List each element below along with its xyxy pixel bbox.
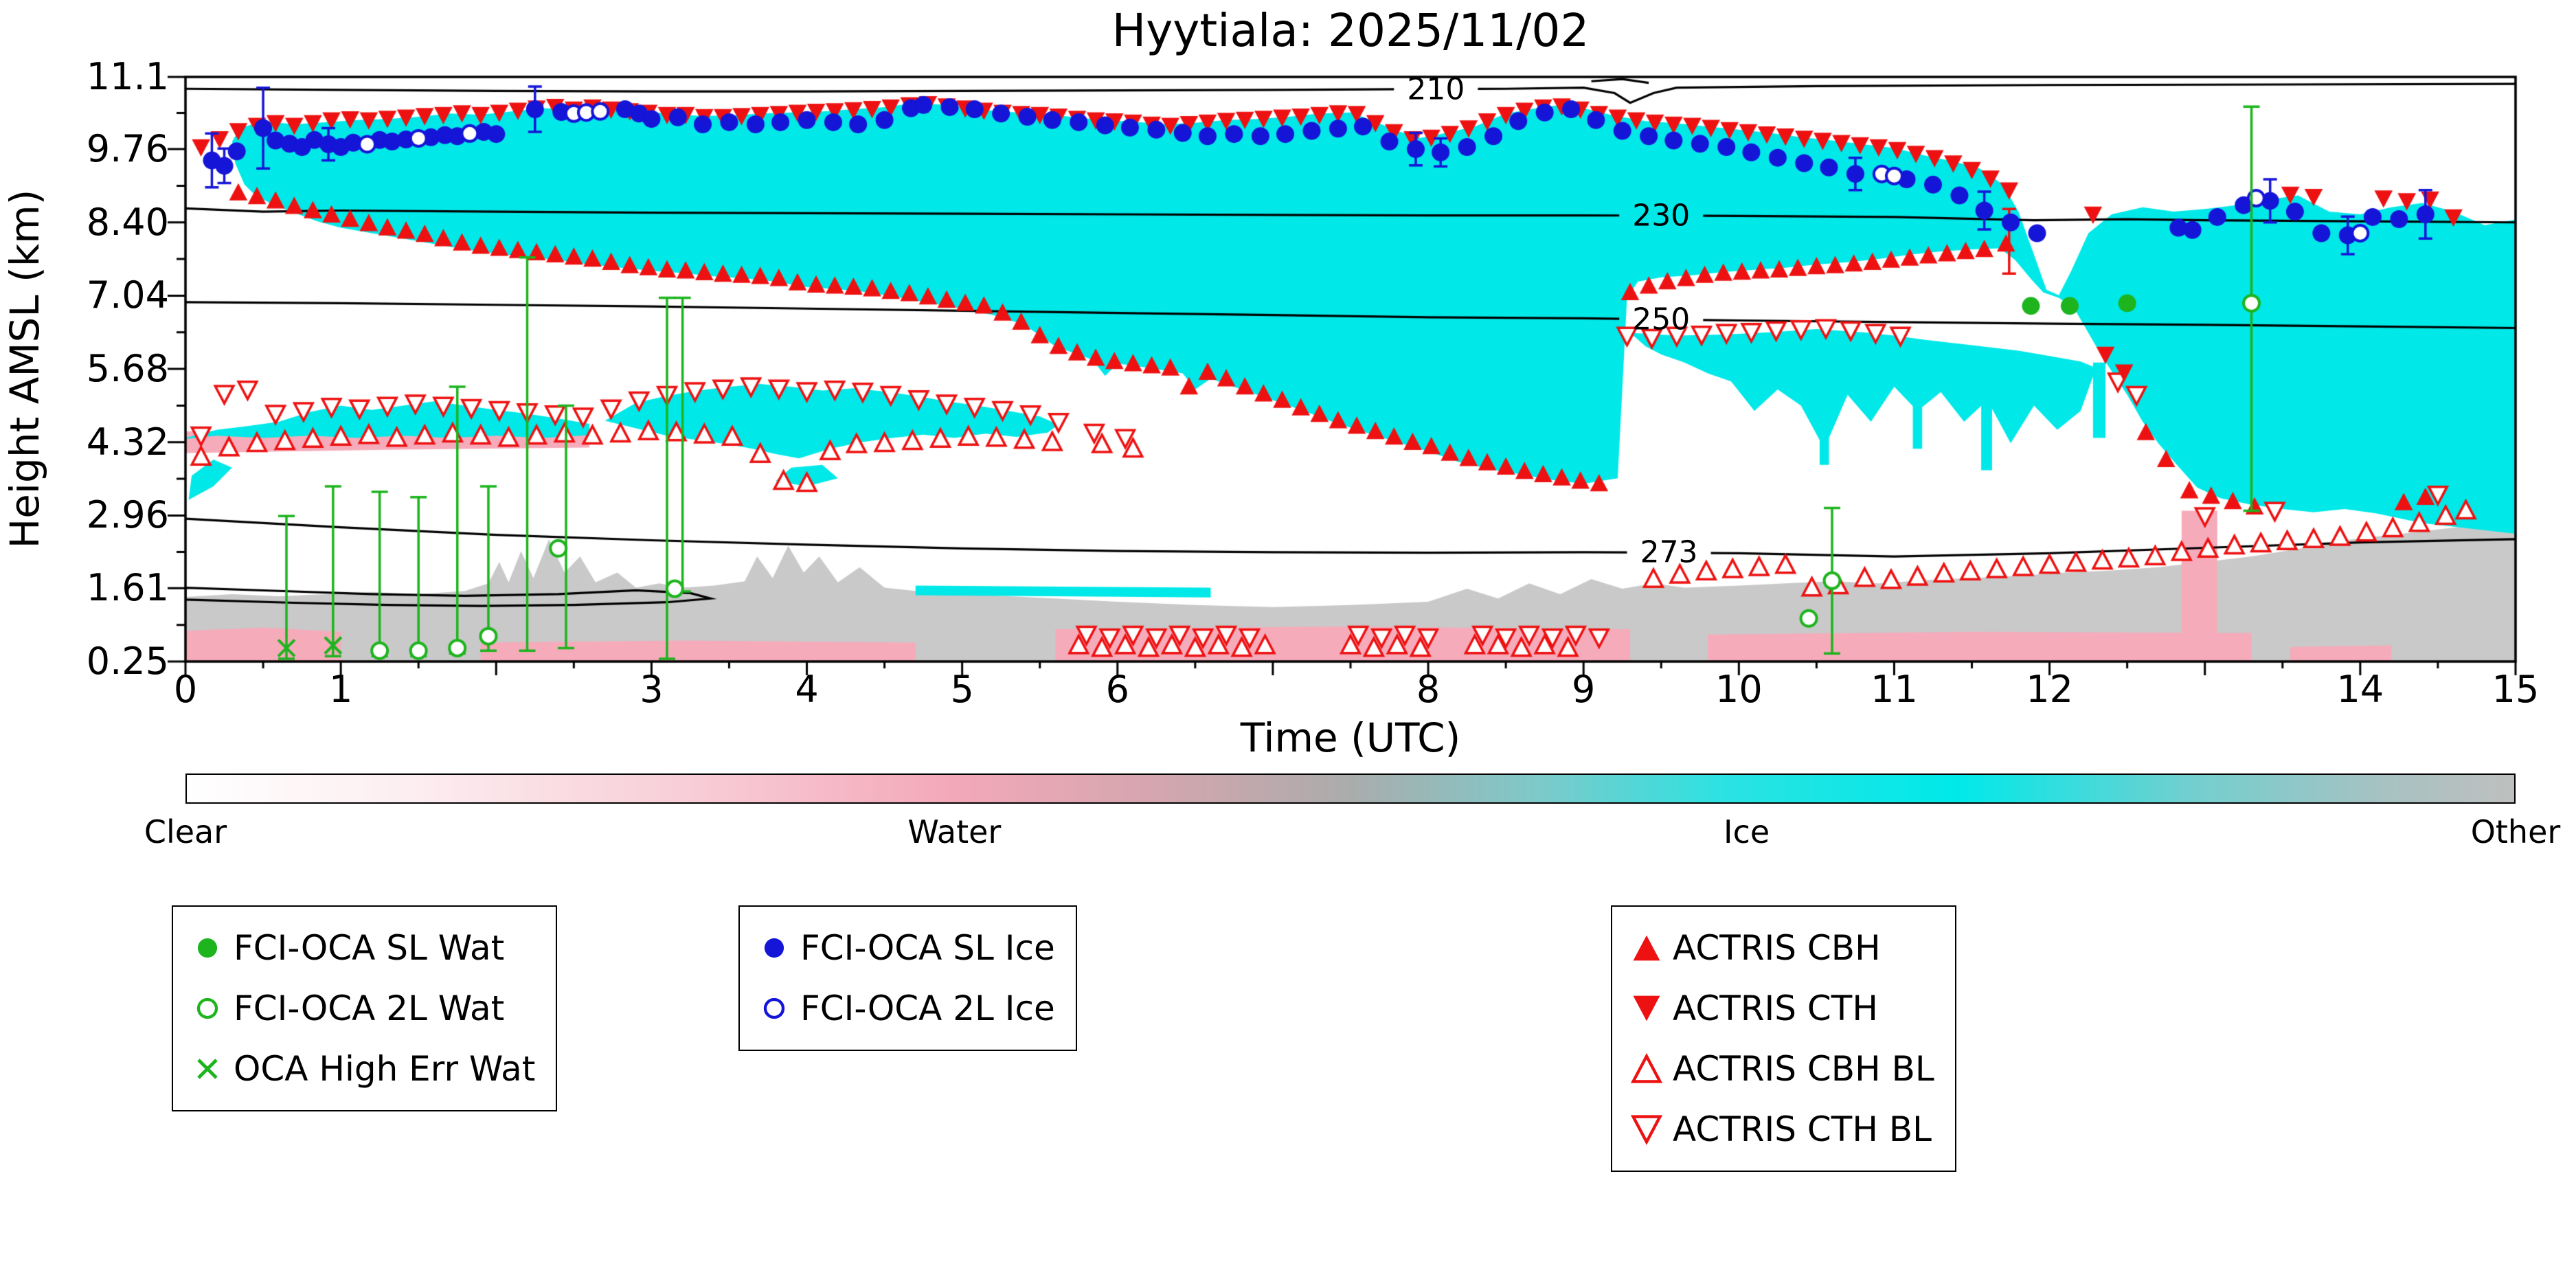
chart-title: Hyytiala: 2025/11/02 (1111, 4, 1590, 57)
legend-item-label: FCI-OCA 2L Wat (234, 988, 505, 1028)
legend-item-label: FCI-OCA SL Ice (800, 928, 1055, 968)
legend-item-label: OCA High Err Wat (234, 1049, 536, 1089)
tri-down-open-icon (1627, 1111, 1666, 1147)
legend-item: ACTRIS CTH (1627, 978, 1934, 1039)
x-icon (188, 1051, 227, 1087)
circle-filled-icon (188, 930, 227, 966)
x-tick-label: 10 (1715, 668, 1763, 711)
contour-label: 250 (1632, 302, 1691, 337)
colorbar-label-other: Other (2470, 813, 2561, 850)
legend-item-label: ACTRIS CBH (1673, 928, 1881, 968)
y-tick-label: 8.40 (86, 200, 169, 244)
y-tick-label: 5.68 (86, 347, 169, 391)
colorbar-label-clear: Clear (144, 813, 227, 850)
legend-item-label: ACTRIS CTH (1673, 988, 1878, 1028)
y-tick-label: 11.1 (86, 55, 169, 98)
y-tick-label: 7.04 (86, 273, 169, 317)
y-tick-label: 1.61 (86, 566, 169, 610)
legend-item-label: ACTRIS CTH BL (1673, 1109, 1932, 1149)
y-tick-label: 4.32 (86, 420, 169, 464)
colorbar-label-water: Water (907, 813, 1002, 850)
x-tick-label: 5 (950, 668, 974, 711)
legend-item: ACTRIS CTH BL (1627, 1099, 1934, 1160)
x-tick-label: 11 (1871, 668, 1918, 711)
circle-filled-icon (755, 930, 793, 966)
x-tick-label: 0 (173, 668, 198, 711)
legend-item-label: FCI-OCA 2L Ice (800, 988, 1055, 1028)
y-tick-label: 2.96 (86, 493, 169, 537)
legend-item: FCI-OCA 2L Wat (188, 978, 535, 1039)
x-axis-title: Time (UTC) (1240, 714, 1461, 761)
colorbar (185, 773, 2516, 804)
x-tick-label: 4 (795, 668, 819, 711)
legend-item: FCI-OCA 2L Ice (755, 978, 1055, 1039)
tri-up-open-icon (1627, 1051, 1666, 1087)
water-legend: FCI-OCA SL Wat FCI-OCA 2L Wat OCA High Err… (172, 905, 558, 1111)
plot-area (0, 0, 2576, 742)
y-tick-label: 0.25 (86, 640, 169, 683)
contour-label: 210 (1407, 71, 1465, 107)
x-tick-label: 14 (2336, 668, 2384, 711)
x-tick-label: 6 (1105, 668, 1129, 711)
tri-down-filled-icon (1627, 991, 1666, 1026)
x-tick-label: 8 (1416, 668, 1440, 711)
legend-item: FCI-OCA SL Wat (188, 918, 535, 978)
tri-up-filled-icon (1627, 930, 1666, 966)
actris-legend: ACTRIS CBH ACTRIS CTH ACTRIS CBH BL ACTRIS … (1611, 905, 1956, 1172)
ice-legend: FCI-OCA SL Ice FCI-OCA 2L Ice (738, 905, 1077, 1051)
x-tick-label: 9 (1572, 668, 1596, 711)
legend-item-label: ACTRIS CBH BL (1673, 1049, 1934, 1089)
legend-item: OCA High Err Wat (188, 1039, 535, 1099)
legend-item-label: FCI-OCA SL Wat (234, 928, 505, 968)
y-tick-label: 9.76 (86, 127, 169, 171)
contour-label: 273 (1640, 534, 1698, 570)
x-tick-label: 3 (640, 668, 664, 711)
legend-item: ACTRIS CBH (1627, 918, 1934, 978)
colorbar-label-ice: Ice (1724, 813, 1770, 850)
circle-open-icon (188, 991, 227, 1026)
legend-item: ACTRIS CBH BL (1627, 1039, 1934, 1099)
x-tick-label: 15 (2492, 668, 2540, 711)
x-tick-label: 12 (2026, 668, 2073, 711)
legend-item: FCI-OCA SL Ice (755, 918, 1055, 978)
circle-open-icon (755, 991, 793, 1026)
x-tick-label: 1 (328, 668, 353, 711)
contour-label: 230 (1632, 198, 1691, 234)
